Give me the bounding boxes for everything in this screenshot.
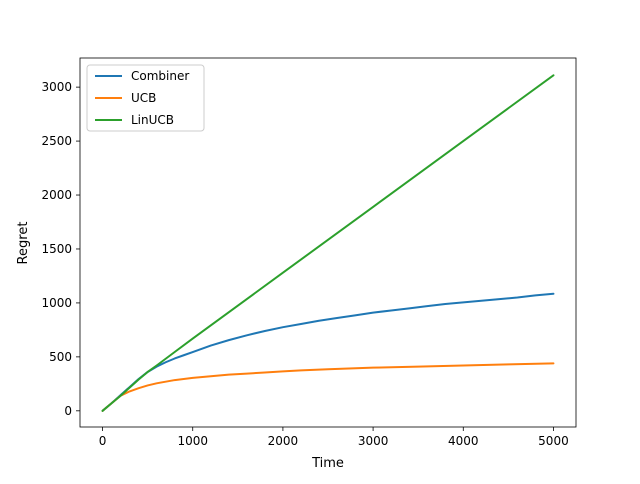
y-axis: 0 500 1000 1500 2000 2500 3000 <box>41 80 80 418</box>
series-line-ucb <box>101 362 555 412</box>
x-axis: 0 1000 2000 3000 4000 5000 <box>99 427 569 448</box>
x-axis-label: Time <box>311 456 344 471</box>
y-tick-label: 1500 <box>41 242 72 256</box>
plot-frame <box>79 57 577 428</box>
legend-box <box>86 64 205 132</box>
legend-label-ucb: UCB <box>131 91 156 105</box>
legend: Combiner UCB LinUCB <box>86 64 205 132</box>
y-tick-label: 500 <box>49 350 72 364</box>
x-tick-label: 2000 <box>268 434 299 448</box>
x-tick-label: 4000 <box>448 434 479 448</box>
y-tick-label: 3000 <box>41 80 72 94</box>
legend-label-linucb: LinUCB <box>131 113 174 127</box>
y-tick-label: 2500 <box>41 134 72 148</box>
y-tick-label: 2000 <box>41 188 72 202</box>
y-tick-label: 0 <box>64 404 72 418</box>
y-axis-label: Regret <box>16 222 31 265</box>
legend-label-combiner: Combiner <box>131 69 189 83</box>
x-tick-label: 3000 <box>358 434 389 448</box>
series-layer <box>101 74 555 412</box>
x-tick-label: 0 <box>99 434 107 448</box>
x-tick-label: 1000 <box>177 434 208 448</box>
series-line-combiner <box>101 292 555 412</box>
series-line-linucb <box>101 74 555 412</box>
y-tick-label: 1000 <box>41 296 72 310</box>
x-tick-label: 5000 <box>538 434 569 448</box>
